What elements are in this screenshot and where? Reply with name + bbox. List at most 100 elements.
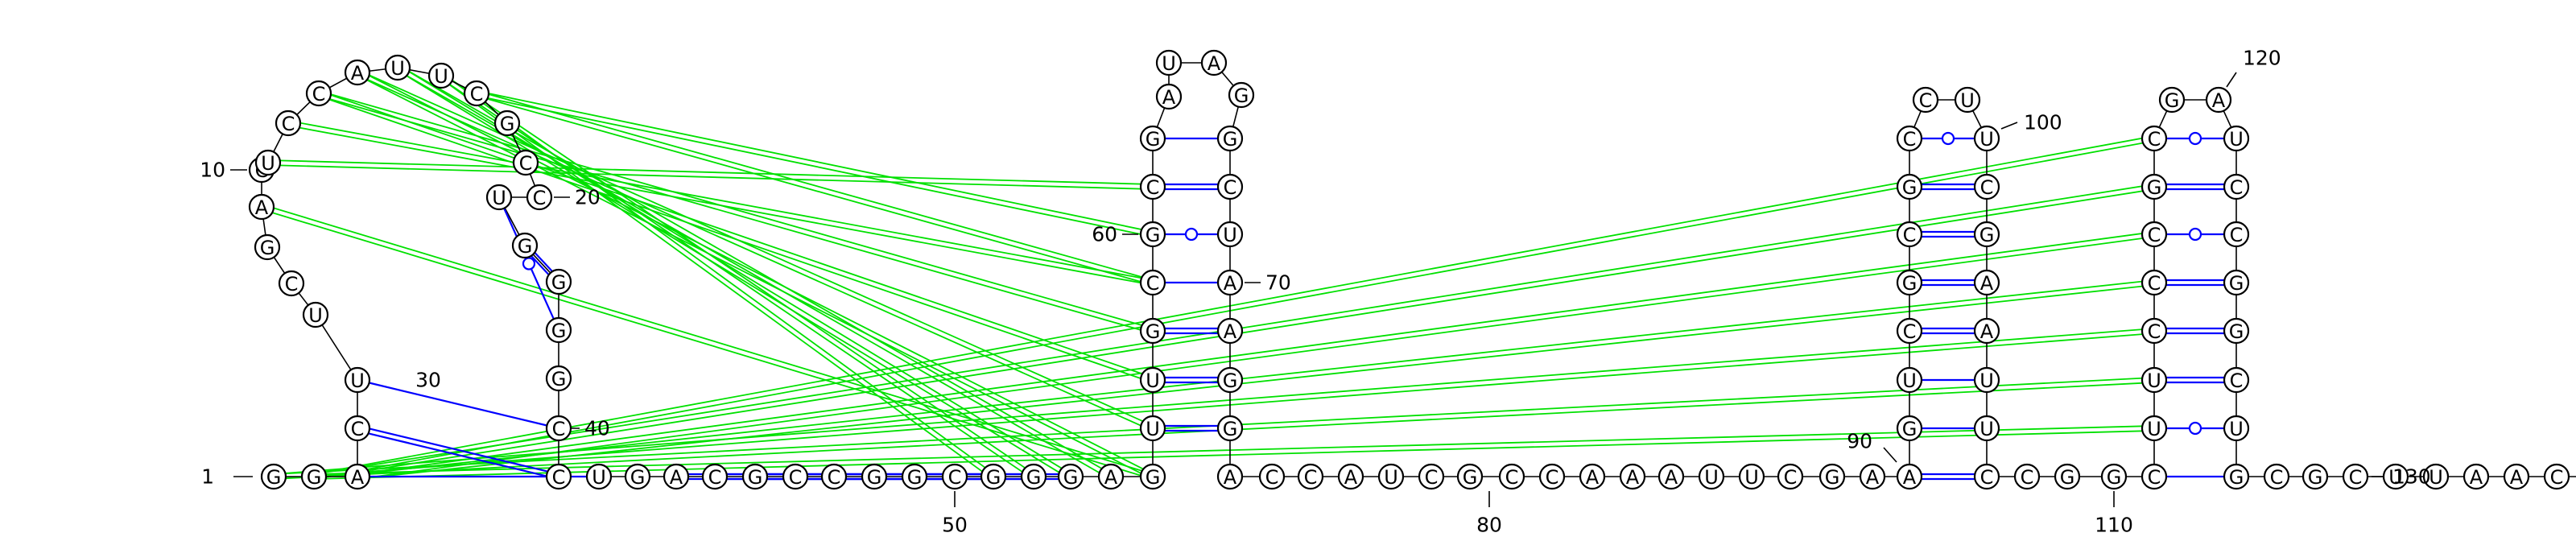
- nucleotide-circle: [2100, 463, 2128, 490]
- pseudoknot-interactions: [260, 64, 2155, 480]
- gu-pair-marker: [2188, 421, 2202, 436]
- nucleotide-letter: C: [2230, 370, 2244, 392]
- nucleotide-letter: C: [2270, 466, 2284, 489]
- nucleotide-circle: [2140, 221, 2168, 248]
- nucleotide-letter: U: [261, 152, 275, 175]
- nucleotide: G: [1456, 463, 1484, 490]
- nucleotide-circle: [2140, 317, 2168, 345]
- nucleotide-letter: G: [1979, 224, 1995, 246]
- nucleotide: U: [254, 149, 282, 176]
- nucleotide-letter: G: [1223, 418, 1238, 440]
- pseudoknot-line: [395, 68, 1070, 480]
- index-label: 50: [942, 514, 968, 537]
- nucleotide: G: [254, 233, 281, 261]
- nucleotide: C: [526, 184, 553, 211]
- nucleotide-letter: U: [1902, 370, 1917, 392]
- nucleotide-circle: [701, 463, 729, 490]
- nucleotide-letter: C: [2349, 466, 2363, 489]
- nucleotide-letter: A: [1224, 466, 1237, 489]
- nucleotide-letter: C: [552, 418, 566, 440]
- nucleotide-letter: A: [1665, 466, 1678, 489]
- nucleotide-letter: C: [1146, 176, 1160, 199]
- nucleotide-letter: G: [867, 466, 882, 489]
- nucleotide-circle: [1738, 463, 1765, 490]
- nucleotide: A: [344, 463, 371, 490]
- nucleotide-circle: [2543, 463, 2570, 490]
- nucleotide-letter: G: [986, 466, 1001, 489]
- nucleotide-circle: [344, 415, 371, 442]
- pseudoknot-line: [313, 135, 2154, 475]
- nucleotide-letter: C: [828, 466, 841, 489]
- pseudoknot-line: [439, 76, 993, 480]
- nucleotide-letter: G: [551, 320, 567, 342]
- nucleotide-letter: A: [351, 466, 365, 489]
- nucleotide: A: [344, 59, 371, 86]
- nucleotide-letter: G: [1902, 176, 1918, 199]
- nucleotide-letter: U: [308, 304, 323, 327]
- nucleotide-letter: C: [1546, 466, 1559, 489]
- nucleotide-circle: [585, 463, 613, 490]
- nucleotide: G: [1216, 415, 1244, 442]
- nucleotide-letter: C: [789, 466, 803, 489]
- nucleotide: C: [512, 149, 539, 176]
- pseudoknot-line: [288, 120, 1154, 281]
- pseudoknot-line: [317, 95, 1153, 334]
- nucleotide-circle: [2223, 173, 2250, 200]
- nucleotide: A: [1216, 317, 1244, 345]
- pseudoknot-line: [357, 236, 2155, 480]
- nucleotide-letter: A: [1626, 466, 1640, 489]
- nucleotide-letter: C: [1505, 466, 1519, 489]
- nucleotide: G: [511, 232, 539, 259]
- nucleotide: G: [1973, 221, 2000, 248]
- nucleotide-letter: C: [312, 83, 326, 105]
- nucleotide-circle: [941, 463, 968, 490]
- nucleotide: C: [278, 270, 305, 297]
- nucleotide-letter: G: [307, 466, 322, 489]
- nucleotide-letter: U: [2229, 418, 2244, 440]
- nucleotide-circle: [2223, 415, 2250, 442]
- nucleotide-letter: C: [2148, 466, 2161, 489]
- nucleotide: G: [493, 109, 521, 137]
- nucleotide-letter: C: [1919, 89, 1933, 112]
- nucleotide-circle: [1896, 125, 1923, 152]
- nucleotide-letter: U: [1979, 128, 1994, 151]
- index-label: 40: [584, 417, 610, 440]
- nucleotide-letter: A: [1586, 466, 1600, 489]
- nucleotide: C: [2140, 463, 2168, 490]
- nucleotide: G: [2223, 269, 2250, 296]
- nucleotide-letter: C: [708, 466, 722, 489]
- nucleotide-letter: G: [1026, 466, 1042, 489]
- index-label: 10: [200, 159, 225, 182]
- nucleotide-circle: [1896, 366, 1923, 394]
- nucleotides: GGACUUCGACUCCAUUCGCCUGGGGCCUGACGCCGGCGGG…: [248, 49, 2570, 490]
- pseudoknot-line: [357, 284, 2155, 480]
- nucleotide: A: [1155, 83, 1183, 110]
- nucleotide-letter: C: [470, 83, 484, 105]
- nucleotide: A: [1337, 463, 1364, 490]
- nucleotide-circle: [1973, 173, 2000, 200]
- nucleotide: U: [302, 301, 329, 328]
- nucleotide: C: [1973, 463, 2000, 490]
- nucleotide: A: [2462, 463, 2490, 490]
- nucleotide-letter: G: [630, 466, 646, 489]
- nucleotide-letter: G: [551, 271, 567, 294]
- nucleotide-letter: G: [1234, 85, 1249, 107]
- nucleotide-letter: G: [2107, 466, 2122, 489]
- pseudoknot-line: [357, 231, 2154, 475]
- nucleotide-circle: [1896, 317, 1923, 345]
- nucleotide-letter: U: [1979, 418, 1994, 440]
- nucleotide: C: [1258, 463, 1286, 490]
- nucleotide: U: [2140, 415, 2168, 442]
- nucleotide-circle: [493, 109, 521, 137]
- pseudoknot-line: [439, 76, 1033, 480]
- nucleotide: G: [1139, 221, 1166, 248]
- nucleotide-circle: [1657, 463, 1685, 490]
- nucleotide-circle: [901, 463, 928, 490]
- nucleotide: C: [2223, 173, 2250, 200]
- nucleotide-circle: [1337, 463, 1364, 490]
- nucleotide-circle: [2140, 125, 2168, 152]
- nucleotide: G: [1216, 125, 1244, 152]
- nucleotide-circle: [2140, 366, 2168, 394]
- pseudoknot-line: [356, 73, 1153, 480]
- nucleotide: C: [1896, 317, 1923, 345]
